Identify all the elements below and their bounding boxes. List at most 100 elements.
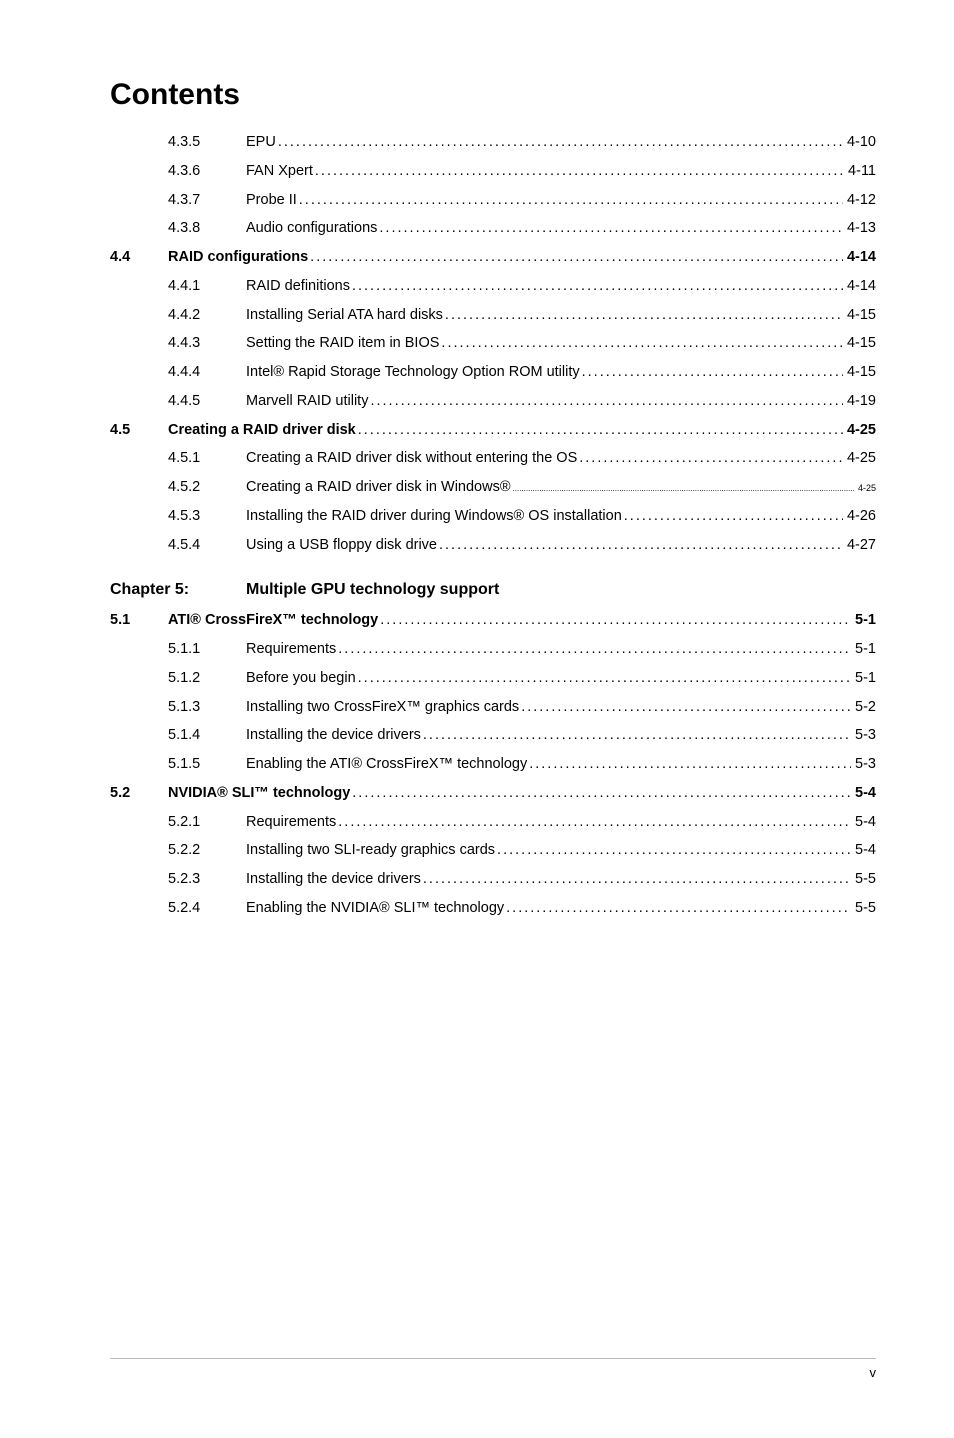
- toc-label-cell: Installing Serial ATA hard disks: [246, 305, 843, 327]
- toc-label-cell: Installing the device drivers: [246, 725, 851, 747]
- toc-label: Installing the device drivers: [246, 869, 421, 891]
- toc-leader: [350, 276, 843, 298]
- toc-label-cell: Audio configurations: [246, 218, 843, 240]
- toc-subsection-number: 4.4.1: [168, 276, 246, 298]
- toc-label-cell: Creating a RAID driver disk without ente…: [246, 448, 843, 470]
- toc-leader: [336, 812, 851, 834]
- toc-subsection-number: 4.5.3: [168, 506, 246, 528]
- toc-label: Before you begin: [246, 668, 356, 690]
- toc-label: Installing the device drivers: [246, 725, 421, 747]
- toc-label: Intel® Rapid Storage Technology Option R…: [246, 362, 580, 384]
- toc-subsection-number: 5.2.4: [168, 898, 246, 920]
- page-number: v: [870, 1365, 877, 1380]
- toc-subsection-number: 4.4.2: [168, 305, 246, 327]
- toc-label-cell: ATI® CrossFireX™ technology: [168, 610, 851, 632]
- toc-page: 5-2: [851, 697, 876, 719]
- toc-label: Setting the RAID item in BIOS: [246, 333, 439, 355]
- toc-subsection-number: 4.3.8: [168, 218, 246, 240]
- toc-label-cell: Installing two SLI-ready graphics cards: [246, 840, 851, 862]
- toc-section-2: 5.1ATI® CrossFireX™ technology5-15.1.1Re…: [110, 610, 876, 919]
- toc-leader: [350, 783, 851, 805]
- toc-row: 5.1.5Enabling the ATI® CrossFireX™ techn…: [110, 754, 876, 776]
- toc-leader: [421, 869, 851, 891]
- toc-row: 4.3.8Audio configurations4-13: [110, 218, 876, 240]
- toc-leader: [437, 535, 843, 557]
- toc-subsection-number: 5.2.3: [168, 869, 246, 891]
- toc-page: 4-15: [843, 333, 876, 355]
- toc-label-cell: FAN Xpert: [246, 161, 844, 183]
- toc-page: 5-4: [851, 783, 876, 805]
- toc-page: 4-14: [843, 276, 876, 298]
- toc-row: 4.5.1Creating a RAID driver disk without…: [110, 448, 876, 470]
- toc-row: 4.4RAID configurations 4-14: [110, 247, 876, 269]
- toc-label-cell: Installing the RAID driver during Window…: [246, 506, 843, 528]
- toc-label-cell: EPU: [246, 132, 843, 154]
- toc-subsection-number: 4.3.5: [168, 132, 246, 154]
- toc-label-cell: RAID configurations: [168, 247, 843, 269]
- toc-leader: [504, 898, 851, 920]
- toc-subsection-number: 4.3.7: [168, 190, 246, 212]
- toc-label-cell: Requirements: [246, 639, 851, 661]
- toc-row: 5.1.1Requirements5-1: [110, 639, 876, 661]
- toc-label: ATI® CrossFireX™ technology: [168, 610, 378, 632]
- toc-label: FAN Xpert: [246, 161, 313, 183]
- toc-row: 4.4.2Installing Serial ATA hard disks 4-…: [110, 305, 876, 327]
- toc-row: 4.4.1RAID definitions 4-14: [110, 276, 876, 298]
- toc-subsection-number: 4.4.5: [168, 391, 246, 413]
- toc-section-number: 5.1: [110, 610, 168, 632]
- toc-row: 5.1ATI® CrossFireX™ technology5-1: [110, 610, 876, 632]
- toc-leader: [378, 610, 851, 632]
- toc-subsection-number: 5.2.2: [168, 840, 246, 862]
- toc-leader: [421, 725, 851, 747]
- toc-subsection-number: 5.1.5: [168, 754, 246, 776]
- toc-label-cell: Marvell RAID utility: [246, 391, 843, 413]
- toc-label: Installing the RAID driver during Window…: [246, 506, 622, 528]
- toc-label-cell: RAID definitions: [246, 276, 843, 298]
- toc-subsection-number: 5.1.2: [168, 668, 246, 690]
- toc-label: Marvell RAID utility: [246, 391, 368, 413]
- toc-label: Creating a RAID driver disk in Windows®: [246, 477, 511, 499]
- toc-page: 4-26: [843, 506, 876, 528]
- toc-subsection-number: 5.1.1: [168, 639, 246, 661]
- toc-page: 4-19: [843, 391, 876, 413]
- toc-page: 4-25: [854, 482, 876, 496]
- toc-label-cell: Enabling the ATI® CrossFireX™ technology: [246, 754, 851, 776]
- toc-label-cell: Using a USB floppy disk drive: [246, 535, 843, 557]
- chapter-label: Chapter 5:: [110, 578, 246, 602]
- toc-label-cell: Installing two CrossFireX™ graphics card…: [246, 697, 851, 719]
- toc-page: 4-14: [843, 247, 876, 269]
- toc-label: Requirements: [246, 812, 336, 834]
- toc-row: 4.3.6FAN Xpert4-11: [110, 161, 876, 183]
- toc-label: RAID definitions: [246, 276, 350, 298]
- toc-leader: [308, 247, 843, 269]
- toc-leader: [580, 362, 843, 384]
- toc-row: 4.5.3Installing the RAID driver during W…: [110, 506, 876, 528]
- toc-leader: [527, 754, 851, 776]
- toc-section-1: 4.3.5EPU4-10 4.3.6FAN Xpert4-11 4.3.7Probe…: [110, 132, 876, 556]
- toc-leader: [368, 391, 843, 413]
- toc-section-number: 4.4: [110, 247, 168, 269]
- toc-leader: [439, 333, 843, 355]
- toc-label: Installing Serial ATA hard disks: [246, 305, 443, 327]
- toc-leader: [443, 305, 843, 327]
- toc-leader: [495, 840, 851, 862]
- toc-label-cell: NVIDIA® SLI™ technology: [168, 783, 851, 805]
- toc-subsection-number: 4.4.3: [168, 333, 246, 355]
- toc-page: 5-5: [851, 869, 876, 891]
- toc-leader: [356, 420, 843, 442]
- toc-subsection-number: 5.1.4: [168, 725, 246, 747]
- toc-subsection-number: 4.5.4: [168, 535, 246, 557]
- toc-subsection-number: 4.4.4: [168, 362, 246, 384]
- toc-row: 4.5.4Using a USB floppy disk drive4-27: [110, 535, 876, 557]
- page-footer: v: [110, 1358, 876, 1380]
- toc-label-cell: Creating a RAID driver disk in Windows®: [246, 477, 854, 499]
- toc-leader: [276, 132, 843, 154]
- toc-row: 5.2.3Installing the device drivers 5-5: [110, 869, 876, 891]
- toc-label: Requirements: [246, 639, 336, 661]
- toc-label: Creating a RAID driver disk: [168, 420, 356, 442]
- toc-row: 4.3.7Probe II4-12: [110, 190, 876, 212]
- toc-leader: [297, 190, 843, 212]
- toc-row: 4.3.5EPU4-10: [110, 132, 876, 154]
- toc-page: 5-3: [851, 754, 876, 776]
- toc-page: 5-1: [851, 668, 876, 690]
